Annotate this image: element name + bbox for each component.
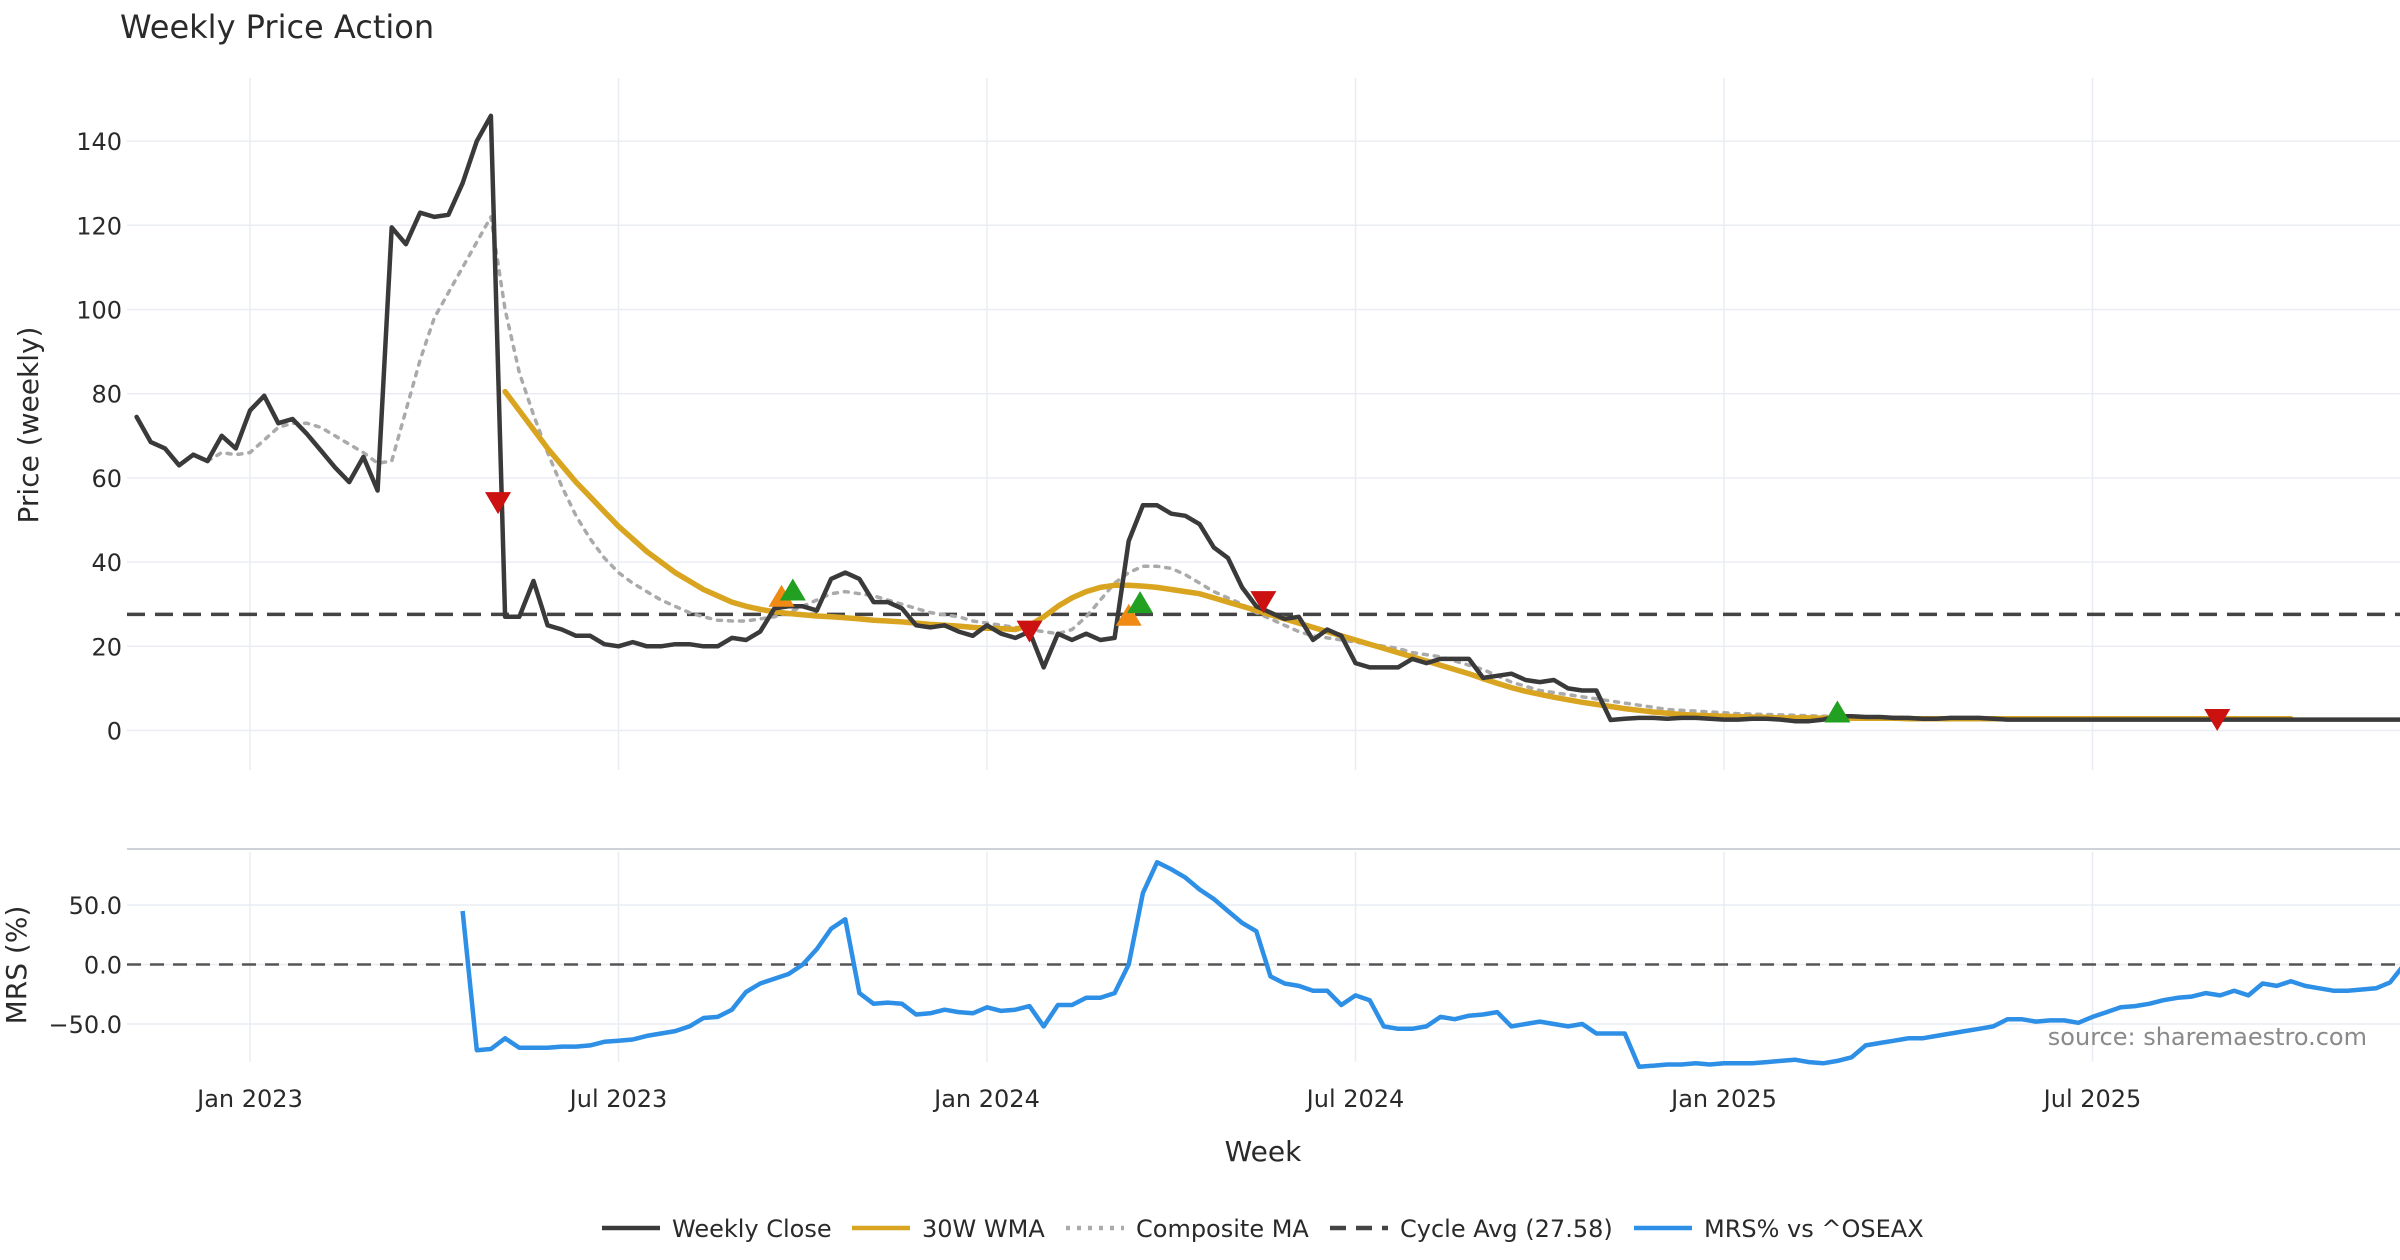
price-tick-label: 20 — [91, 633, 122, 661]
legend-weekly-close: Weekly Close — [602, 1215, 832, 1243]
legend-label: Cycle Avg (27.58) — [1400, 1215, 1613, 1243]
legend-label: Weekly Close — [672, 1215, 832, 1243]
sell-signal-marker — [1016, 620, 1043, 643]
price-axis-label: Price (weekly) — [12, 327, 45, 524]
x-tick-label: Jul 2023 — [568, 1085, 668, 1113]
price-tick-label: 80 — [91, 381, 122, 409]
entry-signal-marker — [1115, 603, 1142, 626]
x-tick-label: Jul 2024 — [1305, 1085, 1405, 1113]
x-axis-ticks: Jan 2023 Jul 2023 Jan 2024 Jul 2024 Jan 2025… — [195, 1085, 2141, 1113]
legend-composite-ma: Composite MA — [1066, 1215, 1309, 1243]
mrs-axis: 50.0 0.0 −50.0 — [48, 892, 122, 1039]
legend-label: 30W WMA — [922, 1215, 1045, 1243]
legend-mrs: MRS% vs ^OSEAX — [1634, 1215, 1924, 1243]
price-tick-label: 40 — [91, 549, 122, 577]
price-axis: 0 20 40 60 80 100 120 140 — [76, 128, 122, 745]
sell-signal-marker — [1250, 591, 1277, 614]
legend-label: MRS% vs ^OSEAX — [1704, 1215, 1924, 1243]
price-tick-label: 120 — [76, 212, 122, 240]
price-series — [127, 113, 2400, 724]
mrs-line — [460, 859, 2400, 1070]
price-tick-label: 60 — [91, 465, 122, 493]
mrs-axis-label: MRS (%) — [0, 906, 33, 1025]
sell-signal-marker — [485, 492, 512, 515]
grid-lines — [127, 78, 2400, 1062]
price-tick-label: 0 — [107, 718, 122, 746]
price-tick-label: 140 — [76, 128, 122, 156]
mrs-tick-label: −50.0 — [48, 1011, 122, 1039]
mrs-tick-label: 0.0 — [84, 952, 122, 980]
source-annotation: source: sharemaestro.com — [2048, 1023, 2367, 1051]
legend-cycle-avg: Cycle Avg (27.58) — [1330, 1215, 1613, 1243]
price-tick-label: 100 — [76, 297, 122, 325]
mrs-series — [127, 859, 2400, 1070]
entry-signal-marker — [768, 584, 795, 607]
buy-signal-marker — [1127, 591, 1154, 614]
chart-title: Weekly Price Action — [120, 8, 434, 46]
legend-label: Composite MA — [1136, 1215, 1309, 1243]
x-tick-label: Jan 2024 — [932, 1085, 1040, 1113]
weekly-close-line — [134, 113, 2400, 724]
x-tick-label: Jan 2023 — [195, 1085, 303, 1113]
buy-signal-marker — [1824, 700, 1851, 723]
sell-signal-marker — [2204, 708, 2231, 731]
mrs-tick-label: 50.0 — [69, 892, 122, 920]
x-tick-label: Jul 2025 — [2042, 1085, 2142, 1113]
signal-markers — [485, 492, 2231, 731]
legend-30w-wma: 30W WMA — [852, 1215, 1045, 1243]
legend: Weekly Close 30W WMA Composite MA Cycle Avg… — [602, 1215, 1924, 1243]
x-axis-label: Week — [1225, 1135, 1302, 1168]
x-tick-label: Jan 2025 — [1669, 1085, 1777, 1113]
buy-signal-marker — [779, 578, 806, 601]
composite-ma-line — [205, 215, 2279, 720]
